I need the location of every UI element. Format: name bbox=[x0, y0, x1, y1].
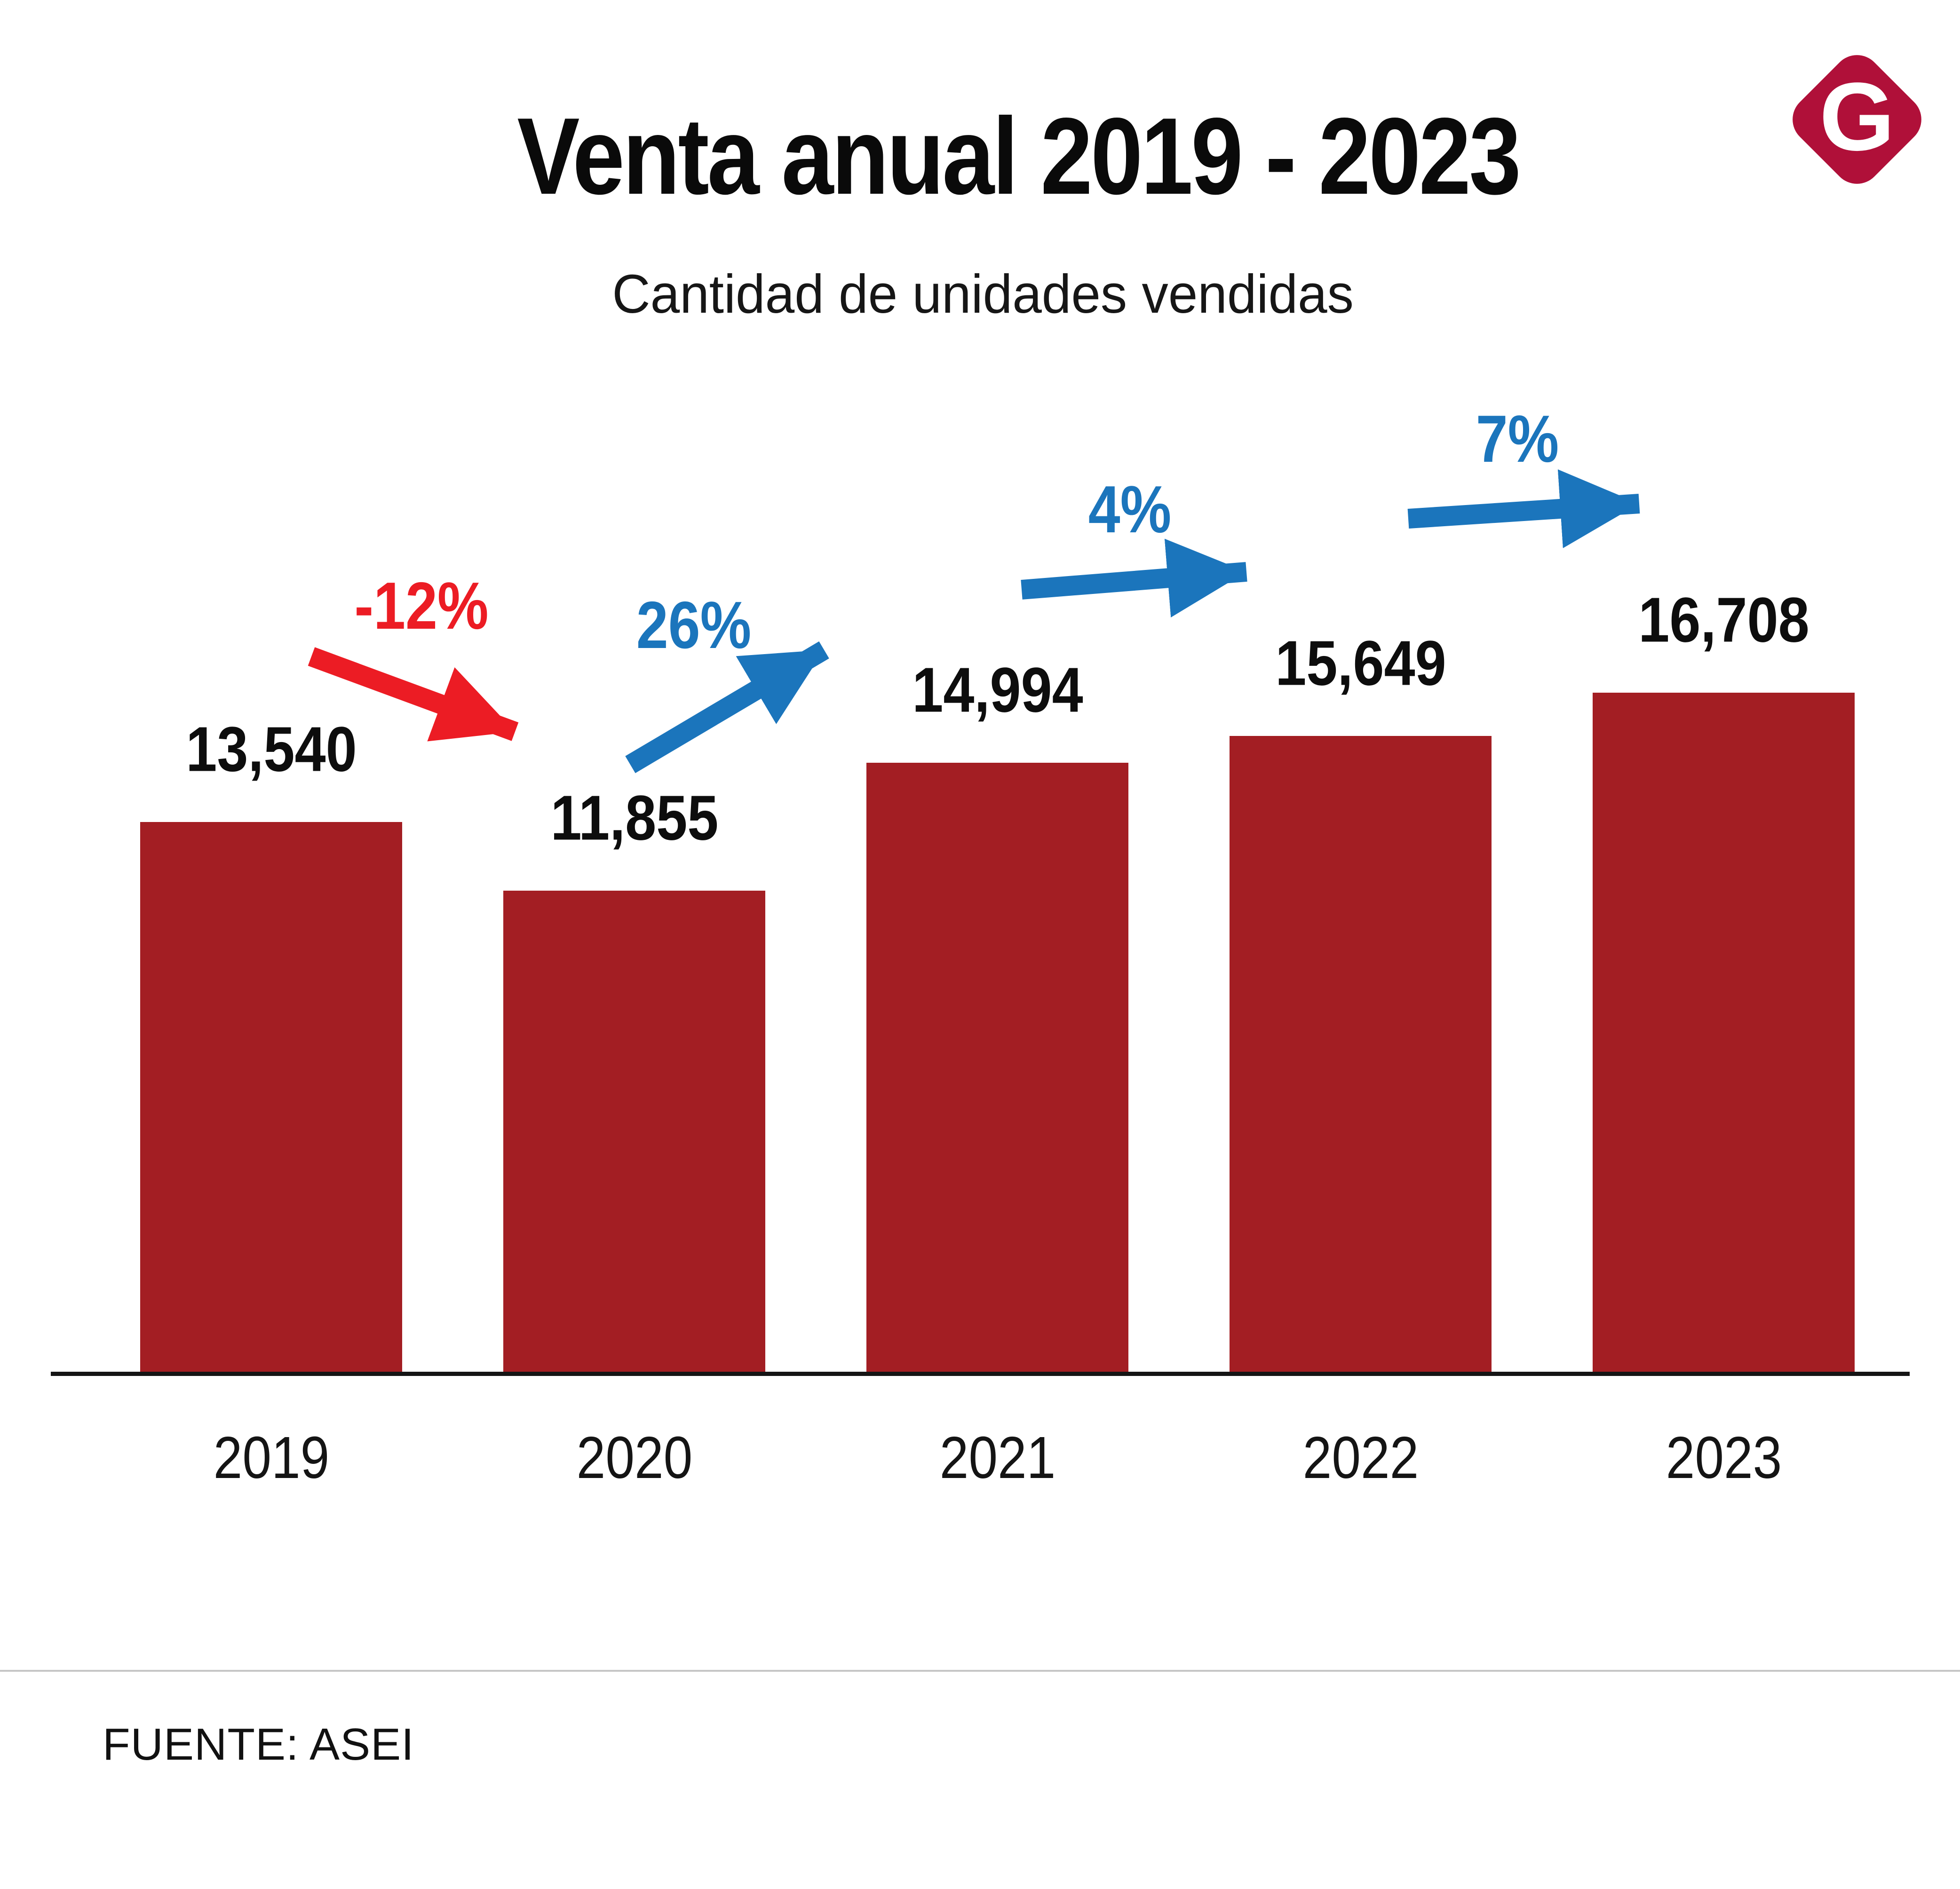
bar-2022 bbox=[1230, 736, 1492, 1375]
category-label-2022: 2022 bbox=[1302, 1424, 1419, 1491]
bar-2020 bbox=[503, 891, 765, 1375]
trend-arrow-2022 bbox=[1021, 538, 1247, 618]
x-axis-line bbox=[51, 1372, 1910, 1376]
category-label-2020: 2020 bbox=[576, 1424, 692, 1491]
value-label-2022: 15,649 bbox=[1275, 627, 1446, 699]
pct-change-label-2020: -12% bbox=[354, 569, 489, 643]
value-label-2020: 11,855 bbox=[550, 782, 718, 854]
pct-change-label-2022: 4% bbox=[1088, 472, 1172, 547]
bar-2021 bbox=[866, 763, 1128, 1375]
pct-change-label-2023: 7% bbox=[1476, 402, 1559, 476]
footer-divider bbox=[0, 1670, 1960, 1672]
value-label-2023: 16,708 bbox=[1638, 584, 1809, 656]
trend-arrow-2021 bbox=[625, 641, 829, 774]
subheader: Cantidad de unidades vendidas bbox=[0, 261, 1960, 327]
header: Venta anual 2019 - 2023 bbox=[0, 94, 1960, 220]
value-label-2021: 14,994 bbox=[912, 654, 1083, 726]
pct-change-label-2021: 26% bbox=[636, 588, 752, 663]
source-label: FUENTE: ASEI bbox=[103, 1719, 414, 1770]
category-label-2019: 2019 bbox=[213, 1424, 329, 1491]
trend-arrow-2020 bbox=[308, 647, 519, 742]
category-label-2023: 2023 bbox=[1666, 1424, 1782, 1491]
bar-2023 bbox=[1593, 693, 1855, 1375]
bar-2019 bbox=[140, 822, 402, 1375]
category-label-2021: 2021 bbox=[939, 1424, 1055, 1491]
chart-subtitle: Cantidad de unidades vendidas bbox=[612, 263, 1354, 324]
value-label-2019: 13,540 bbox=[185, 713, 357, 785]
trend-arrow-2023 bbox=[1407, 469, 1640, 548]
page-title: Venta anual 2019 - 2023 bbox=[517, 95, 1522, 217]
